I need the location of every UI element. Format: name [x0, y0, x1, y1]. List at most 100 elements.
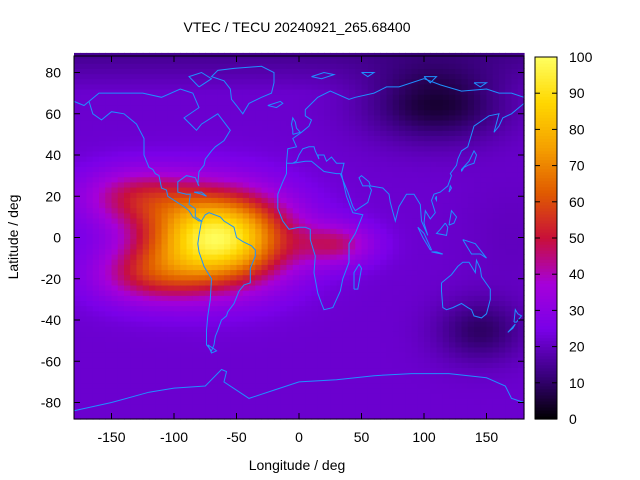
heatmap-cell: [242, 259, 250, 265]
heatmap-cell: [130, 388, 138, 394]
heatmap-cell: [255, 372, 263, 379]
heatmap-cell: [267, 248, 275, 255]
heatmap-cell: [86, 156, 94, 162]
heatmap-cell: [299, 336, 306, 343]
heatmap-cell: [249, 315, 256, 322]
heatmap-cell: [349, 372, 356, 379]
heatmap-cell: [417, 130, 425, 137]
heatmap-cell: [386, 217, 394, 224]
heatmap-cell: [442, 367, 450, 374]
heatmap-cell: [124, 321, 131, 327]
heatmap-cell: [267, 150, 275, 157]
heatmap-cell: [224, 202, 231, 209]
heatmap-cell: [174, 351, 181, 358]
heatmap-cell: [92, 73, 100, 80]
heatmap-cell: [411, 104, 419, 111]
heatmap-cell: [374, 290, 381, 296]
heatmap-cell: [136, 336, 144, 343]
heatmap-cell: [224, 300, 231, 307]
heatmap-cell: [249, 130, 256, 137]
heatmap-cell: [305, 321, 313, 327]
heatmap-cell: [349, 377, 356, 384]
heatmap-cell: [180, 186, 188, 193]
heatmap-cell: [467, 310, 475, 317]
heatmap-cell: [380, 83, 388, 90]
heatmap-cell: [392, 104, 400, 111]
heatmap-cell: [217, 336, 225, 343]
heatmap-cell: [149, 321, 156, 327]
heatmap-cell: [224, 377, 231, 384]
heatmap-cell: [480, 357, 488, 363]
heatmap-cell: [436, 130, 444, 137]
heatmap-cell: [467, 346, 475, 353]
heatmap-cell: [155, 326, 163, 332]
heatmap-cell: [342, 68, 350, 75]
heatmap-cell: [324, 367, 331, 374]
heatmap-cell: [167, 351, 175, 358]
heatmap-cell: [449, 372, 456, 379]
heatmap-cell: [486, 171, 494, 178]
heatmap-cell: [330, 243, 338, 250]
heatmap-cell: [192, 326, 200, 332]
heatmap-cell: [261, 73, 269, 80]
heatmap-cell: [424, 300, 431, 307]
heatmap-cell: [311, 104, 319, 111]
heatmap-cell: [374, 326, 381, 332]
heatmap-cell: [111, 63, 119, 69]
heatmap-cell: [342, 161, 350, 167]
heatmap-cell: [130, 326, 138, 332]
heatmap-cell: [192, 305, 200, 312]
heatmap-cell: [99, 150, 106, 157]
heatmap-cell: [149, 207, 156, 214]
heatmap-cell: [99, 326, 106, 332]
heatmap-cell: [92, 217, 100, 224]
heatmap-cell: [86, 331, 94, 338]
heatmap-cell: [249, 114, 256, 121]
heatmap-cell: [374, 83, 381, 90]
heatmap-cell: [424, 321, 431, 327]
heatmap-cell: [111, 367, 119, 374]
heatmap-cell: [342, 300, 350, 307]
heatmap-cell: [292, 58, 300, 64]
heatmap-cell: [299, 269, 306, 276]
heatmap-cell: [224, 140, 231, 147]
heatmap-cell: [399, 63, 406, 69]
heatmap-cell: [174, 63, 181, 69]
heatmap-cell: [124, 367, 131, 374]
heatmap-cell: [74, 269, 81, 276]
heatmap-cell: [292, 315, 300, 322]
heatmap-cell: [186, 228, 194, 234]
heatmap-cell: [367, 382, 375, 389]
heatmap-cell: [274, 254, 281, 260]
heatmap-cell: [155, 290, 163, 296]
heatmap-cell: [224, 223, 231, 229]
heatmap-cell: [111, 403, 119, 410]
heatmap-cell: [124, 351, 131, 358]
heatmap-cell: [492, 73, 500, 80]
heatmap-cell: [105, 393, 113, 399]
heatmap-cell: [399, 259, 406, 265]
heatmap-cell: [236, 166, 244, 173]
heatmap-cell: [405, 305, 413, 312]
heatmap-cell: [80, 269, 88, 276]
heatmap-cell: [361, 125, 369, 131]
heatmap-cell: [261, 367, 269, 374]
heatmap-cell: [499, 408, 506, 415]
heatmap-cell: [155, 238, 163, 245]
heatmap-cell: [474, 408, 481, 415]
heatmap-cell: [461, 217, 469, 224]
heatmap-cell: [367, 310, 375, 317]
heatmap-cell: [311, 362, 319, 369]
heatmap-cell: [486, 238, 494, 245]
heatmap-cell: [161, 140, 169, 147]
heatmap-cell: [380, 73, 388, 80]
heatmap-cell: [236, 145, 244, 152]
heatmap-cell: [399, 388, 406, 394]
heatmap-cell: [192, 238, 200, 245]
heatmap-cell: [217, 130, 225, 137]
heatmap-cell: [317, 233, 325, 240]
heatmap-cell: [467, 109, 475, 116]
heatmap-cell: [174, 413, 181, 420]
heatmap-cell: [217, 73, 225, 80]
heatmap-cell: [217, 68, 225, 75]
